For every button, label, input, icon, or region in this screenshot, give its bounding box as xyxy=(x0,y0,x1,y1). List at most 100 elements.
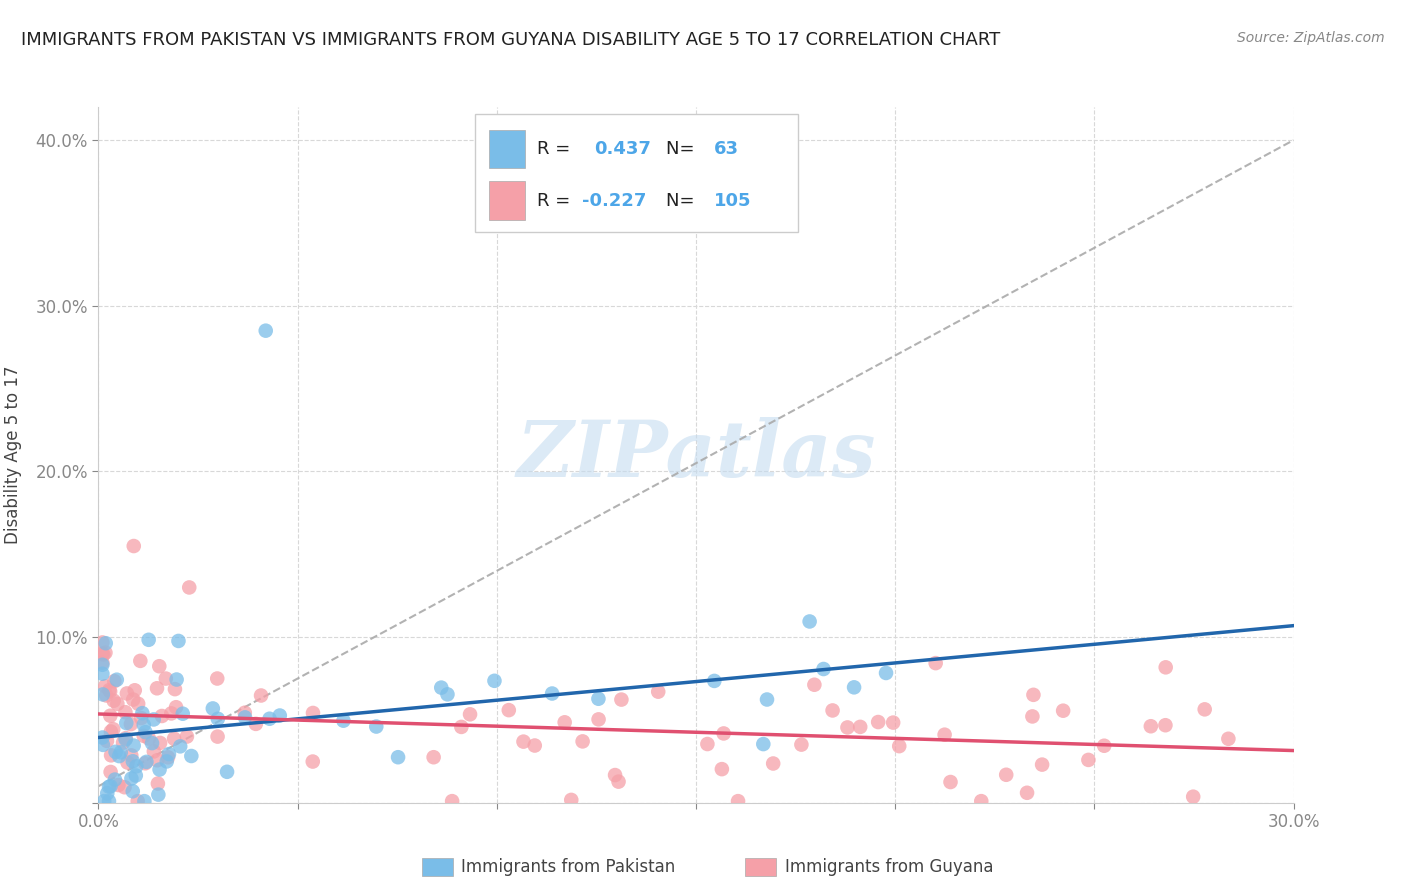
Point xyxy=(366,720,388,734)
Point xyxy=(112,736,135,750)
Point xyxy=(498,703,520,717)
Point xyxy=(163,682,186,697)
Point xyxy=(105,697,128,711)
Point xyxy=(125,768,148,782)
Text: Source: ZipAtlas.com: Source: ZipAtlas.com xyxy=(1237,31,1385,45)
Point xyxy=(934,728,956,742)
Point xyxy=(122,739,145,753)
Point xyxy=(201,701,224,715)
Point xyxy=(254,324,277,338)
Point xyxy=(166,673,188,687)
Point xyxy=(115,731,138,746)
Point xyxy=(762,756,785,771)
Point xyxy=(156,755,179,769)
Point xyxy=(91,666,114,681)
Point xyxy=(167,634,190,648)
Point xyxy=(91,635,114,649)
Point xyxy=(703,673,725,688)
Point xyxy=(1052,704,1074,718)
Point xyxy=(607,774,630,789)
Point xyxy=(150,709,173,723)
Point xyxy=(148,763,170,777)
Point xyxy=(93,794,115,808)
Point xyxy=(422,750,444,764)
Point xyxy=(91,738,114,752)
Bar xyxy=(489,130,524,169)
FancyBboxPatch shape xyxy=(475,114,797,232)
Point xyxy=(98,684,121,698)
Point xyxy=(98,780,121,794)
Point xyxy=(430,681,453,695)
Point xyxy=(1077,753,1099,767)
Point xyxy=(233,706,256,720)
Point xyxy=(233,710,256,724)
Point xyxy=(134,794,156,808)
Point xyxy=(207,730,229,744)
Point xyxy=(132,718,155,732)
Point xyxy=(165,700,187,714)
Point xyxy=(790,738,813,752)
Point xyxy=(179,581,201,595)
Point xyxy=(924,656,946,670)
Point xyxy=(387,750,409,764)
Point xyxy=(132,729,155,743)
Text: N=: N= xyxy=(666,192,700,210)
Point xyxy=(875,665,897,680)
Point xyxy=(146,753,169,767)
Point xyxy=(94,679,117,693)
Point xyxy=(117,756,139,770)
Point xyxy=(554,715,576,730)
Bar xyxy=(489,181,524,219)
Point xyxy=(176,730,198,744)
Point xyxy=(105,673,128,687)
Point xyxy=(142,713,165,727)
Point xyxy=(103,723,125,737)
Point xyxy=(207,672,229,686)
Point xyxy=(121,754,143,768)
Point xyxy=(103,674,125,689)
Point xyxy=(332,714,354,728)
Point xyxy=(245,717,267,731)
Point xyxy=(103,694,125,708)
Point xyxy=(129,654,152,668)
Point xyxy=(157,747,180,761)
Point xyxy=(1154,718,1177,732)
Point xyxy=(837,721,859,735)
Point xyxy=(882,715,904,730)
Text: Immigrants from Pakistan: Immigrants from Pakistan xyxy=(461,858,675,876)
Point xyxy=(610,692,633,706)
Point xyxy=(970,794,993,808)
Point xyxy=(148,788,170,802)
Point xyxy=(115,686,138,700)
Point xyxy=(104,745,127,759)
Point xyxy=(141,736,163,750)
Text: N=: N= xyxy=(666,140,700,159)
Point xyxy=(458,707,481,722)
Point xyxy=(146,776,169,790)
Point xyxy=(756,692,779,706)
Text: ZIPatlas: ZIPatlas xyxy=(516,417,876,493)
Point xyxy=(571,734,593,748)
Point xyxy=(588,712,610,726)
Point xyxy=(1022,688,1045,702)
Point xyxy=(94,646,117,660)
Point xyxy=(134,725,156,739)
Point xyxy=(813,662,835,676)
Point xyxy=(1218,731,1240,746)
Point xyxy=(1015,786,1038,800)
Point xyxy=(98,708,121,723)
Point xyxy=(868,714,890,729)
Point xyxy=(93,648,115,662)
Point xyxy=(995,768,1018,782)
Text: IMMIGRANTS FROM PAKISTAN VS IMMIGRANTS FROM GUYANA DISABILITY AGE 5 TO 17 CORREL: IMMIGRANTS FROM PAKISTAN VS IMMIGRANTS F… xyxy=(21,31,1000,49)
Point xyxy=(127,794,149,808)
Text: 105: 105 xyxy=(714,192,751,210)
Point xyxy=(842,681,865,695)
Point xyxy=(120,717,142,731)
Point xyxy=(98,794,121,808)
Point xyxy=(120,772,142,786)
Point xyxy=(1092,739,1115,753)
Point xyxy=(131,706,153,721)
Point xyxy=(710,762,733,776)
Point xyxy=(100,724,122,739)
